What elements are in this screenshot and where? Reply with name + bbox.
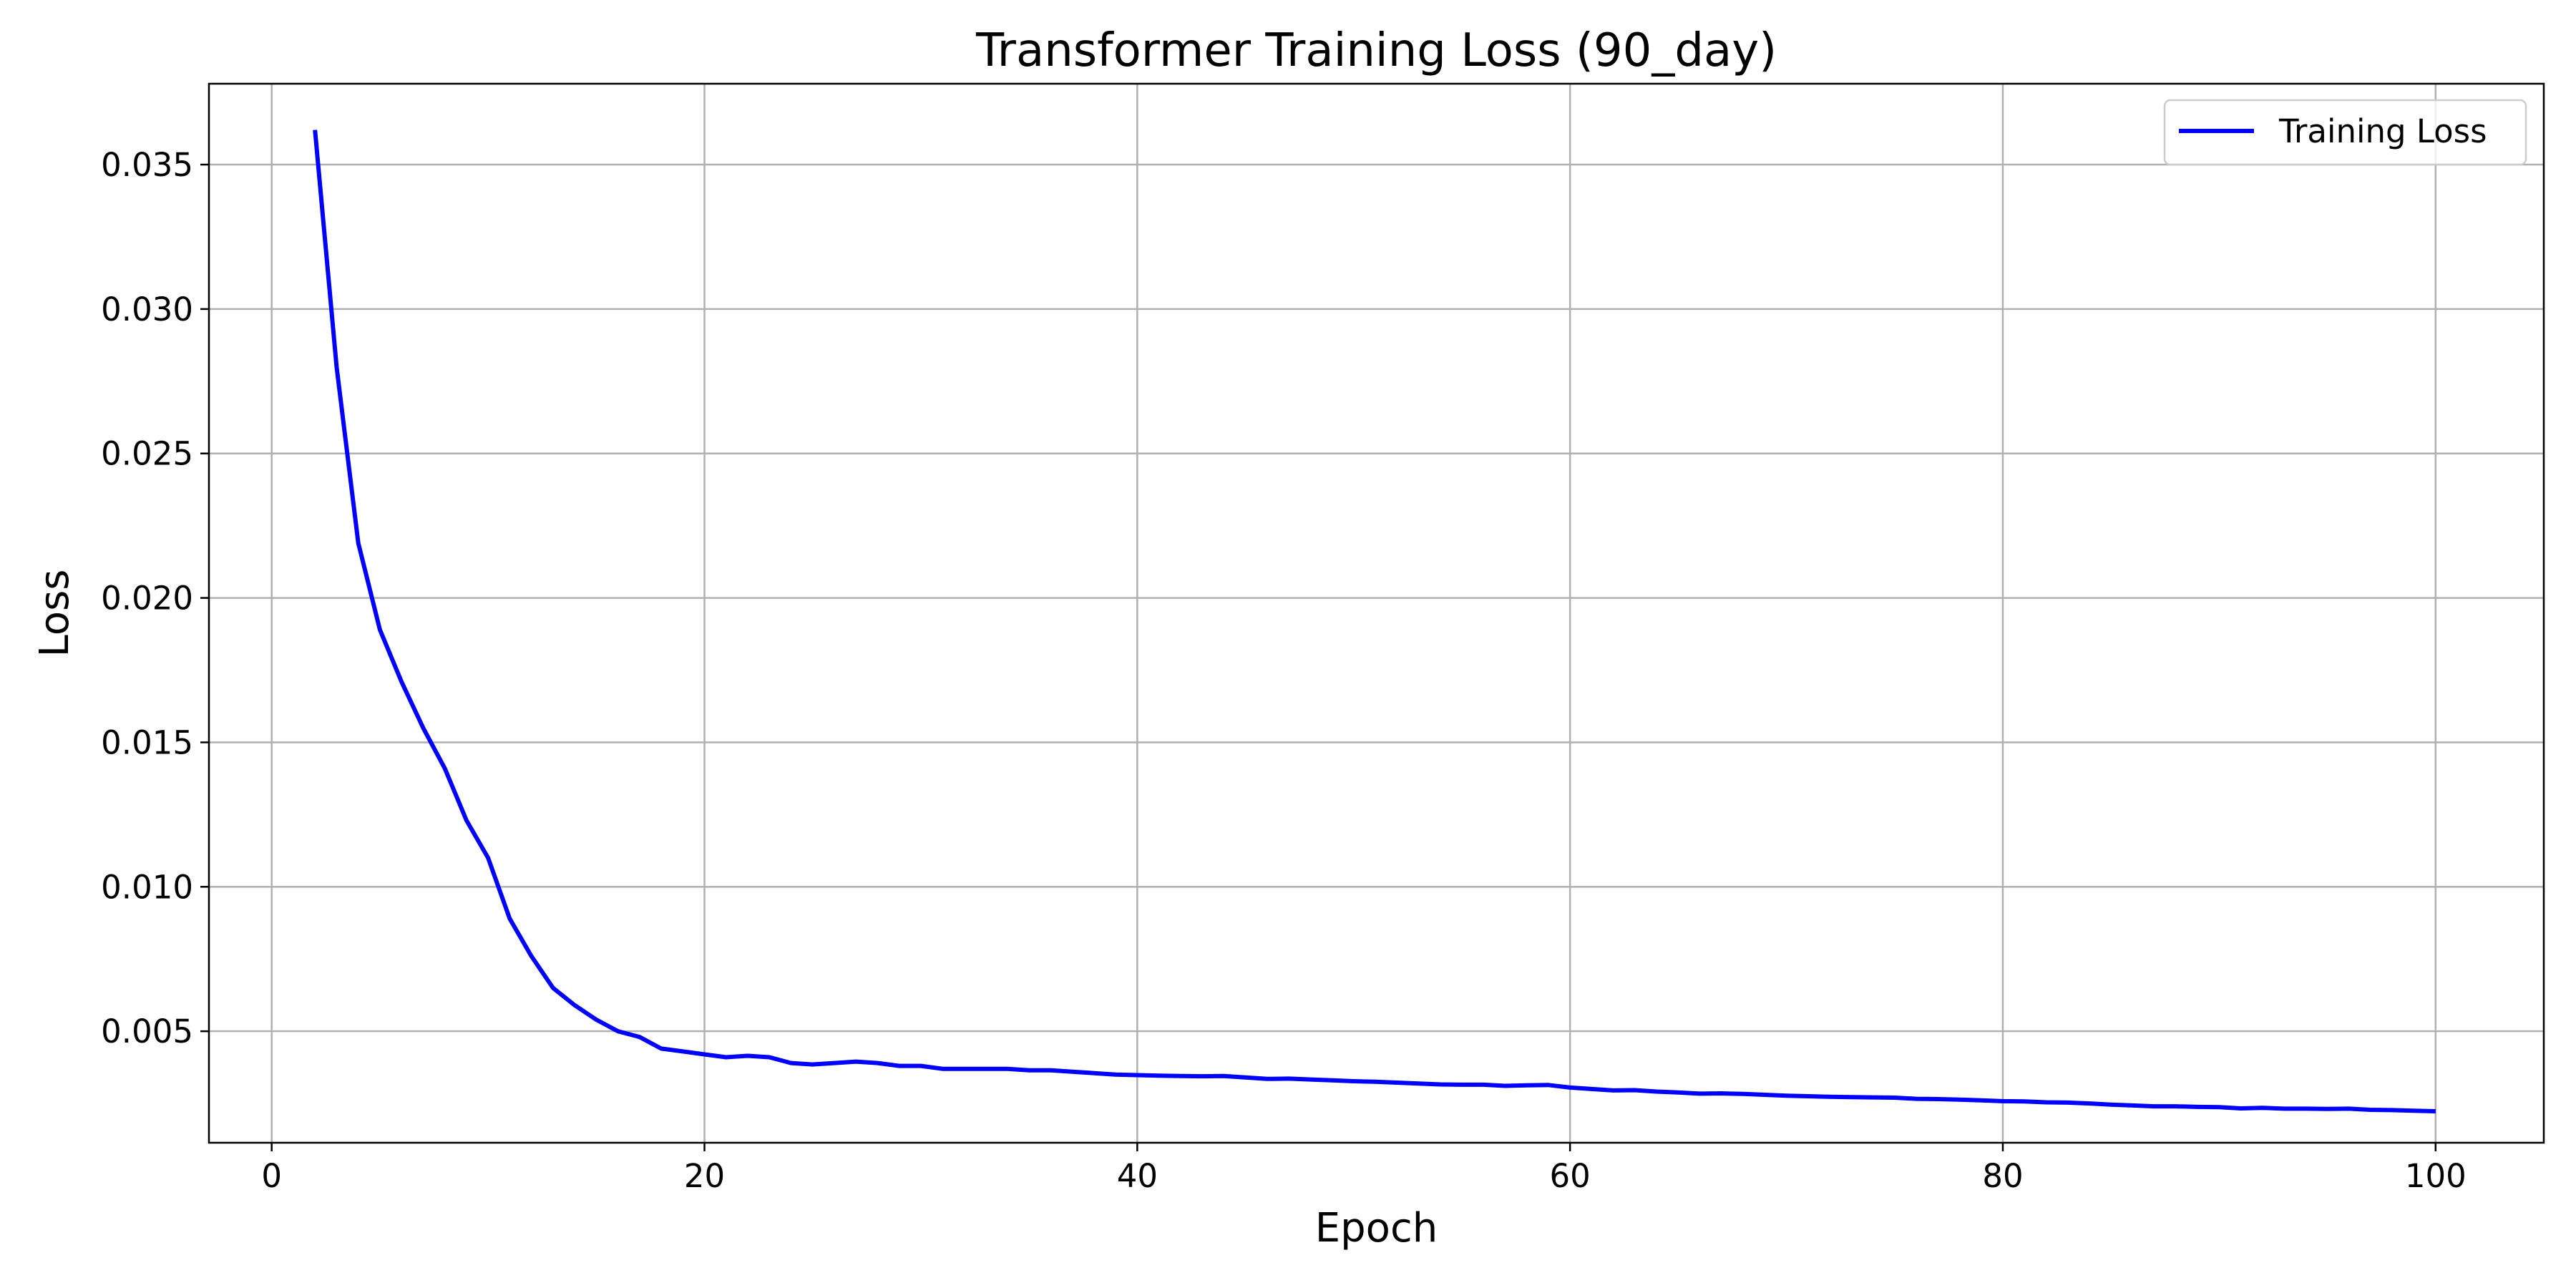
y-tick-label: 0.005 bbox=[101, 1013, 193, 1050]
x-tick-label: 100 bbox=[2405, 1157, 2467, 1195]
x-axis-label: Epoch bbox=[1315, 1205, 1438, 1252]
y-tick-label: 0.035 bbox=[101, 146, 193, 184]
y-tick-label: 0.010 bbox=[101, 868, 193, 906]
plot-frame bbox=[208, 82, 2545, 1144]
y-tick-label: 0.030 bbox=[101, 291, 193, 328]
x-tick-label: 80 bbox=[1982, 1157, 2023, 1195]
grid-lines bbox=[209, 84, 2544, 1143]
x-tick-label: 60 bbox=[1550, 1157, 1591, 1195]
x-tick-label: 40 bbox=[1117, 1157, 1158, 1195]
legend-box bbox=[2163, 99, 2527, 166]
y-axis-label: Loss bbox=[31, 570, 78, 658]
y-axis-ticks: 0.005 0.010 0.015 0.020 0.025 0.030 0.035 bbox=[101, 146, 209, 1050]
legend-label-training-loss: Training Loss bbox=[2278, 112, 2487, 150]
chart-title: Transformer Training Loss (90_day) bbox=[975, 24, 1777, 77]
series-layer bbox=[313, 130, 2436, 1113]
legend: Training Loss bbox=[2163, 99, 2527, 166]
y-tick-label: 0.020 bbox=[101, 580, 193, 618]
x-axis-ticks: 0 20 40 60 80 100 bbox=[261, 1143, 2467, 1195]
y-tick-label: 0.025 bbox=[101, 435, 193, 473]
x-tick-label: 0 bbox=[261, 1157, 282, 1195]
x-tick-label: 20 bbox=[684, 1157, 725, 1195]
series-line-training-loss bbox=[313, 130, 2436, 1113]
y-tick-label: 0.015 bbox=[101, 723, 193, 761]
